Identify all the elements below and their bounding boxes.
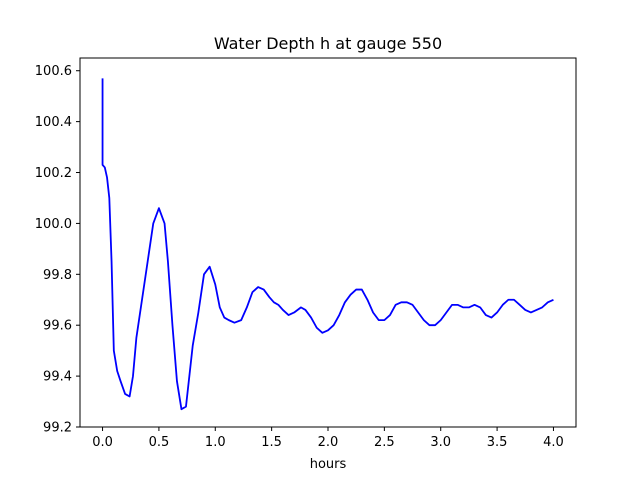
x-tick-label: 1.0: [205, 435, 226, 450]
x-axis: 0.0 0.5 1.0 1.5 2.0 2.5 3.0 3.5 4.0: [92, 427, 564, 450]
chart-title: Water Depth h at gauge 550: [214, 34, 442, 53]
x-tick-label: 1.5: [261, 435, 282, 450]
x-axis-label: hours: [310, 457, 347, 472]
y-tick-label: 99.2: [43, 421, 72, 436]
series-line-0: [101, 78, 554, 411]
y-tick-label: 100.2: [35, 166, 72, 181]
plot-frame: [79, 57, 577, 428]
y-tick-label: 99.8: [43, 268, 72, 283]
x-tick-label: 3.0: [430, 435, 451, 450]
x-tick-label: 2.5: [374, 435, 395, 450]
x-tick-label: 0.0: [92, 435, 113, 450]
y-axis: 99.2 99.4 99.6 99.8 100.0 100.2 100.4 100.6: [35, 64, 80, 436]
y-tick-label: 99.6: [43, 319, 72, 334]
x-tick-label: 4.0: [543, 435, 564, 450]
plot-area: [79, 57, 577, 428]
x-tick-label: 3.5: [487, 435, 508, 450]
y-tick-label: 99.4: [43, 370, 72, 385]
y-tick-label: 100.6: [35, 64, 72, 79]
x-tick-label: 2.0: [318, 435, 339, 450]
x-tick-label: 0.5: [149, 435, 170, 450]
y-tick-label: 100.0: [35, 217, 72, 232]
y-tick-label: 100.4: [35, 115, 72, 130]
